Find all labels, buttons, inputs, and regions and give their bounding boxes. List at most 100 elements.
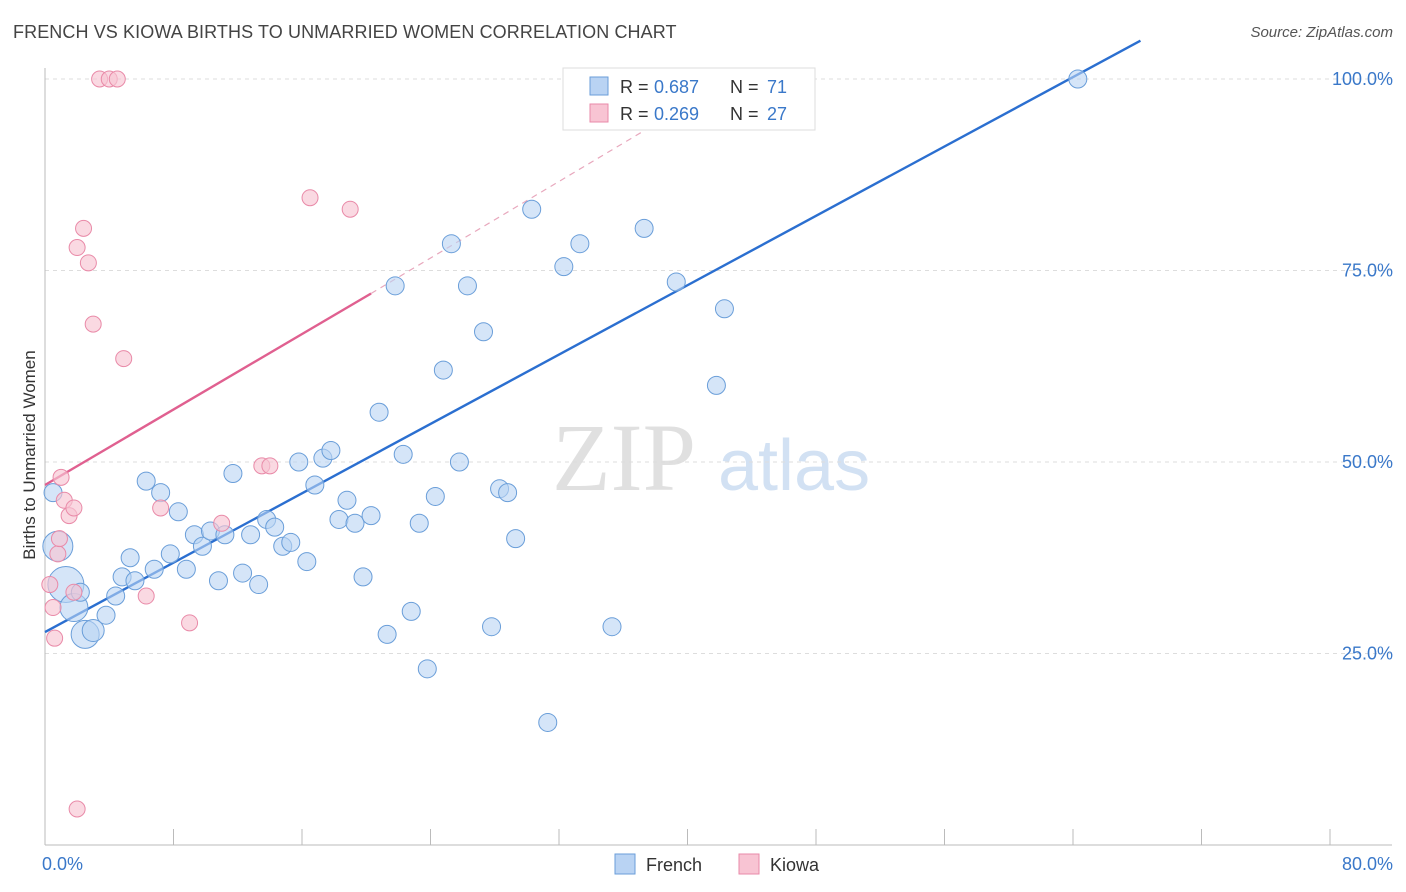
kiowa-point (301, 189, 319, 207)
french-point (385, 276, 405, 296)
kiowa-point (181, 614, 199, 632)
french-point (81, 619, 105, 643)
french-point (666, 272, 686, 292)
french-point (353, 567, 373, 587)
kiowa-trend-line (44, 292, 372, 487)
french-point (321, 441, 341, 461)
french-point (570, 234, 590, 254)
watermark-zip: ZIP (552, 404, 696, 511)
legend-kiowa-r-label: R = (620, 104, 649, 124)
french-point (297, 552, 317, 572)
x-tick-label: 80.0% (1342, 854, 1393, 874)
kiowa-point (261, 457, 279, 475)
legend-bottom-kiowa-swatch (738, 853, 760, 875)
legend-bottom: French Kiowa (614, 853, 820, 875)
french-point (482, 617, 502, 637)
kiowa-point (137, 587, 155, 605)
kiowa-point (75, 219, 93, 237)
kiowa-point (41, 576, 59, 594)
french-point (176, 559, 196, 579)
french-point (441, 234, 461, 254)
y-tick-label: 25.0% (1342, 644, 1393, 664)
french-point (305, 475, 325, 495)
kiowa-trend-extension (370, 101, 693, 294)
french-point (241, 525, 261, 545)
french-point (369, 402, 389, 422)
french-point (289, 452, 309, 472)
kiowa-point (68, 239, 86, 257)
kiowa-point (49, 545, 67, 563)
french-point (281, 532, 301, 552)
kiowa-point (79, 254, 97, 272)
legend-kiowa-n-value: 27 (767, 104, 787, 124)
x-tick-label: 0.0% (42, 854, 83, 874)
kiowa-point (213, 514, 231, 532)
french-point (522, 199, 542, 219)
kiowa-point (152, 499, 170, 517)
chart-title: FRENCH VS KIOWA BIRTHS TO UNMARRIED WOME… (13, 22, 677, 42)
french-point (393, 444, 413, 464)
french-point (714, 299, 734, 319)
tick-labels: 25.0% 50.0% 75.0% 100.0% 0.0% 80.0% (42, 69, 1393, 874)
french-point (265, 517, 285, 537)
kiowa-points (41, 70, 359, 818)
french-point (361, 506, 381, 526)
french-point (457, 276, 477, 296)
legend-kiowa-n-label: N = (730, 104, 759, 124)
french-point (433, 360, 453, 380)
french-point (106, 586, 126, 606)
y-axis-label: Births to Unmarried Women (20, 350, 39, 559)
french-point (425, 486, 445, 506)
legend-bottom-french-swatch (614, 853, 636, 875)
french-point (706, 375, 726, 395)
french-point (377, 624, 397, 644)
legend-top: R = 0.687 N = 71 R = 0.269 N = 27 (562, 67, 816, 131)
french-point (223, 463, 243, 483)
legend-kiowa-swatch (589, 103, 609, 123)
french-point (329, 509, 349, 529)
french-point (192, 536, 212, 556)
french-point (249, 575, 269, 595)
french-point (409, 513, 429, 533)
legend-kiowa-r-value: 0.269 (654, 104, 699, 124)
y-tick-label: 50.0% (1342, 452, 1393, 472)
french-point (449, 452, 469, 472)
french-point (474, 322, 494, 342)
kiowa-point (52, 468, 70, 486)
kiowa-point (44, 599, 62, 617)
legend-french-n-value: 71 (767, 77, 787, 97)
french-point (401, 601, 421, 621)
y-tick-label: 75.0% (1342, 261, 1393, 281)
french-point (337, 490, 357, 510)
kiowa-point (84, 315, 102, 333)
french-point (345, 513, 365, 533)
legend-french-r-value: 0.687 (654, 77, 699, 97)
french-point (136, 471, 156, 491)
watermark-atlas: atlas (718, 426, 870, 506)
legend-bottom-kiowa-label: Kiowa (770, 855, 820, 875)
axes (44, 68, 1392, 846)
french-point (120, 548, 140, 568)
french-point (208, 571, 228, 591)
french-point (554, 257, 574, 277)
french-point (1068, 69, 1088, 89)
french-point (634, 218, 654, 238)
french-point (151, 483, 171, 503)
french-point (96, 605, 116, 625)
legend-french-r-label: R = (620, 77, 649, 97)
french-point (417, 659, 437, 679)
french-point (538, 712, 558, 732)
french-point (168, 502, 188, 522)
french-point (160, 544, 180, 564)
kiowa-point (341, 200, 359, 218)
kiowa-point (115, 350, 133, 368)
kiowa-point (46, 629, 64, 647)
kiowa-point (68, 800, 86, 818)
french-point (506, 529, 526, 549)
french-point (233, 563, 253, 583)
legend-french-swatch (589, 76, 609, 96)
kiowa-point (108, 70, 126, 88)
kiowa-point (65, 583, 83, 601)
french-points (42, 69, 1088, 732)
